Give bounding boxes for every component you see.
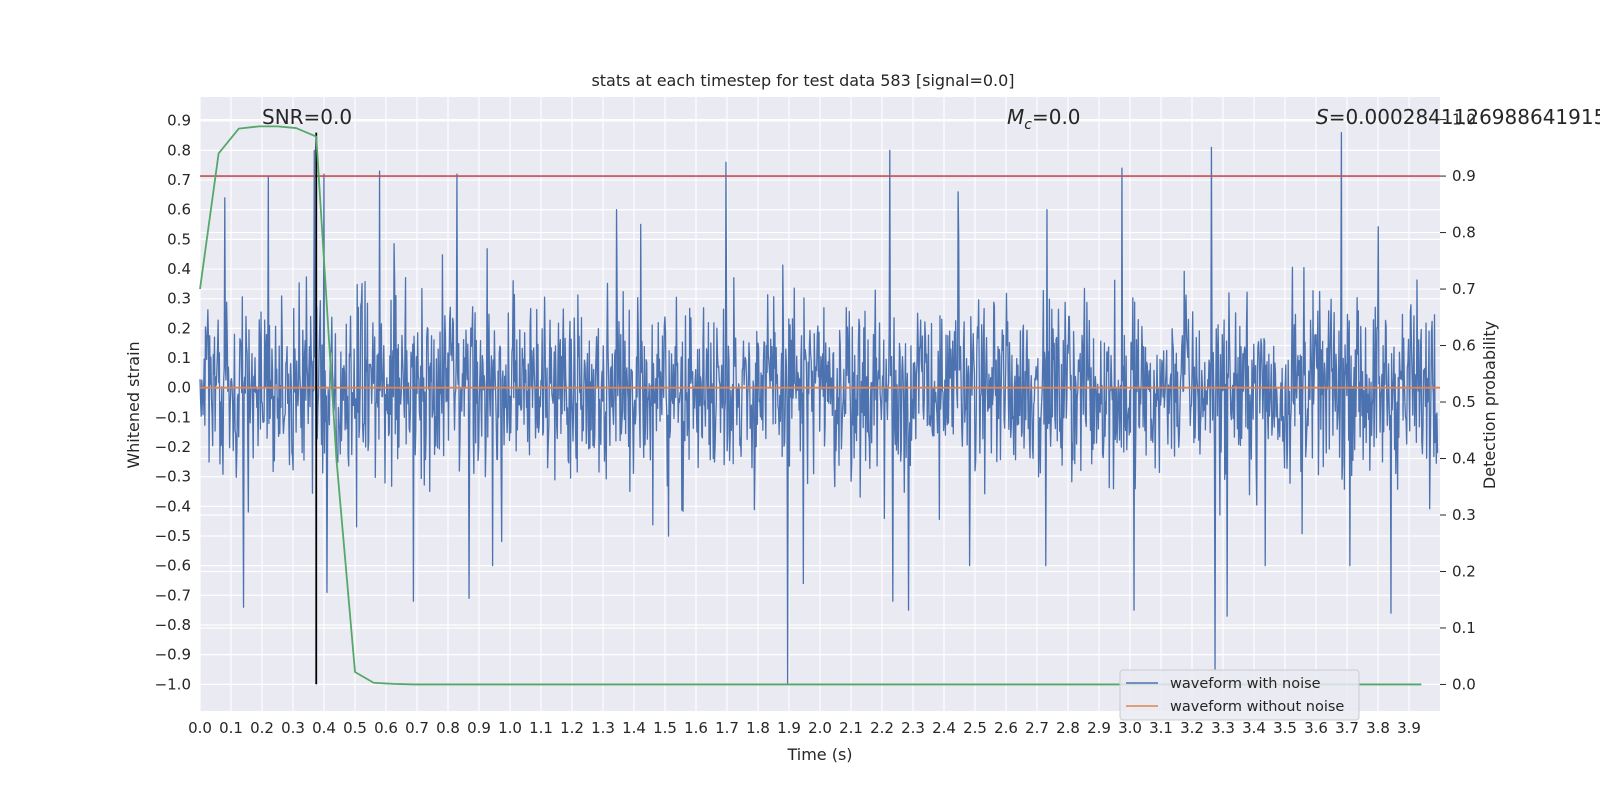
y-tick-label: 0.0 [167,379,191,397]
y-tick-label: −0.2 [155,438,191,456]
y2-tick-label: 1.0 [1452,111,1476,129]
series-detection-probability [199,125,1422,686]
x-tick-label: 0.8 [436,719,460,737]
x-tick-label: 2.8 [1056,719,1080,737]
chart-title: stats at each timestep for test data 583… [591,71,1014,90]
y-tick-label: −0.1 [155,408,191,426]
y2-tick-label: 0.3 [1452,506,1476,524]
y-tick-label: −0.8 [155,616,191,634]
overlay-lines [199,125,1440,686]
x-tick-label: 1.1 [529,719,553,737]
y2-tick-label: 0.4 [1452,450,1476,468]
y2-tick-label: 0.9 [1452,167,1476,185]
x-tick-label: 2.3 [901,719,925,737]
x-tick-label: 1.6 [684,719,708,737]
y-tick-label: 0.7 [167,171,191,189]
x-tick-label: 3.5 [1273,719,1297,737]
x-tick-label: 2.7 [1025,719,1049,737]
x-tick-label: 0.4 [312,719,336,737]
y-tick-label: 0.4 [167,260,191,278]
y2-tick-label: 0.2 [1452,562,1476,580]
x-tick-label: 0.0 [188,719,212,737]
x-tick-label: 0.3 [281,719,305,737]
chirp-mass-symbol: M [1007,105,1024,129]
x-tick-label: 2.1 [839,719,863,737]
x-tick-label: 2.0 [808,719,832,737]
x-tick-label: 0.7 [405,719,429,737]
x-tick-label: 1.9 [777,719,801,737]
x-tick-label: 2.2 [870,719,894,737]
y-tick-label: 0.6 [167,201,191,219]
x-axis-label: Time (s) [786,745,852,764]
x-tick-label: 0.6 [374,719,398,737]
y2-tick-label: 0.1 [1452,619,1476,637]
x-tick-label: 1.8 [746,719,770,737]
y-tick-label: −0.4 [155,497,191,515]
s-statistic-value: =0.0002841126988641915 [1329,105,1600,129]
x-tick-label: 3.0 [1118,719,1142,737]
legend: waveform with noise waveform without noi… [1119,669,1360,721]
y-tick-label: −0.6 [155,557,191,575]
x-tick-label: 3.2 [1180,719,1204,737]
x-tick-label: 1.0 [498,719,522,737]
chirp-mass-annotation: Mc=0.0 [1007,105,1081,133]
x-tick-label: 3.9 [1397,719,1421,737]
x-tick-label: 3.6 [1304,719,1328,737]
y-tick-label: 0.3 [167,290,191,308]
y-tick-label: −0.7 [155,586,191,604]
x-tick-label: 3.4 [1242,719,1266,737]
snr-annotation: SNR=0.0 [262,105,352,129]
s-statistic-annotation: S=0.0002841126988641915 [1316,105,1600,129]
x-tick-label: 0.9 [467,719,491,737]
x-tick-label: 0.1 [219,719,243,737]
x-tick-label: 3.3 [1211,719,1235,737]
y-tick-label: 0.5 [167,230,191,248]
x-tick-label: 3.8 [1366,719,1390,737]
x-tick-label: 1.2 [560,719,584,737]
y2-axis-label: Detection probability [1480,321,1499,489]
y-tick-label: 0.8 [167,141,191,159]
y-tick-label: −0.9 [155,646,191,664]
y2-tick-label: 0.0 [1452,675,1476,693]
x-tick-label: 1.7 [715,719,739,737]
noise-waveform-series [199,131,1439,685]
legend-label-noise: waveform with noise [1170,676,1321,692]
x-axis-ticks: 0.0 0.1 0.2 0.3 0.4 0.5 0.6 0.7 0.8 0.9 1.0 1.1 1.2 1… [188,719,1421,737]
y-tick-label: −0.3 [155,468,191,486]
y-axis-label: Whitened strain [124,341,143,468]
y-tick-label: 0.9 [167,112,191,130]
y2-tick-label: 0.8 [1452,224,1476,242]
y-tick-label: −0.5 [155,527,191,545]
chirp-mass-value: =0.0 [1032,105,1081,129]
y2-tick-label: 0.5 [1452,393,1476,411]
x-tick-label: 3.1 [1149,719,1173,737]
y2-tick-label: 0.7 [1452,280,1476,298]
x-tick-label: 1.3 [591,719,615,737]
s-statistic-symbol: S [1316,105,1329,129]
legend-box [1119,669,1360,721]
legend-label-clean: waveform without noise [1170,699,1344,715]
x-tick-label: 1.5 [653,719,677,737]
x-tick-label: 2.4 [932,719,956,737]
x-tick-label: 2.6 [994,719,1018,737]
y-tick-label: −1.0 [155,675,191,693]
y-tick-label: 0.2 [167,319,191,337]
y-axis-left-ticks: 0.9 0.8 0.7 0.6 0.5 0.4 0.3 0.2 0.1 0.0 −0.1 −0.2 −0… [155,112,191,694]
y-tick-label: 0.1 [167,349,191,367]
x-tick-label: 1.4 [622,719,646,737]
y2-tick-label: 0.6 [1452,337,1476,355]
series-waveform-with-noise [199,131,1439,685]
x-tick-label: 0.5 [343,719,367,737]
chirp-mass-subscript: c [1024,117,1032,133]
x-tick-label: 2.5 [963,719,987,737]
y-axis-right-ticks: 1.0 0.9 0.8 0.7 0.6 0.5 0.4 0.3 0.2 0.1 0.0 [1440,111,1476,693]
x-tick-label: 3.7 [1335,719,1359,737]
x-tick-label: 0.2 [250,719,274,737]
x-tick-label: 2.9 [1087,719,1111,737]
